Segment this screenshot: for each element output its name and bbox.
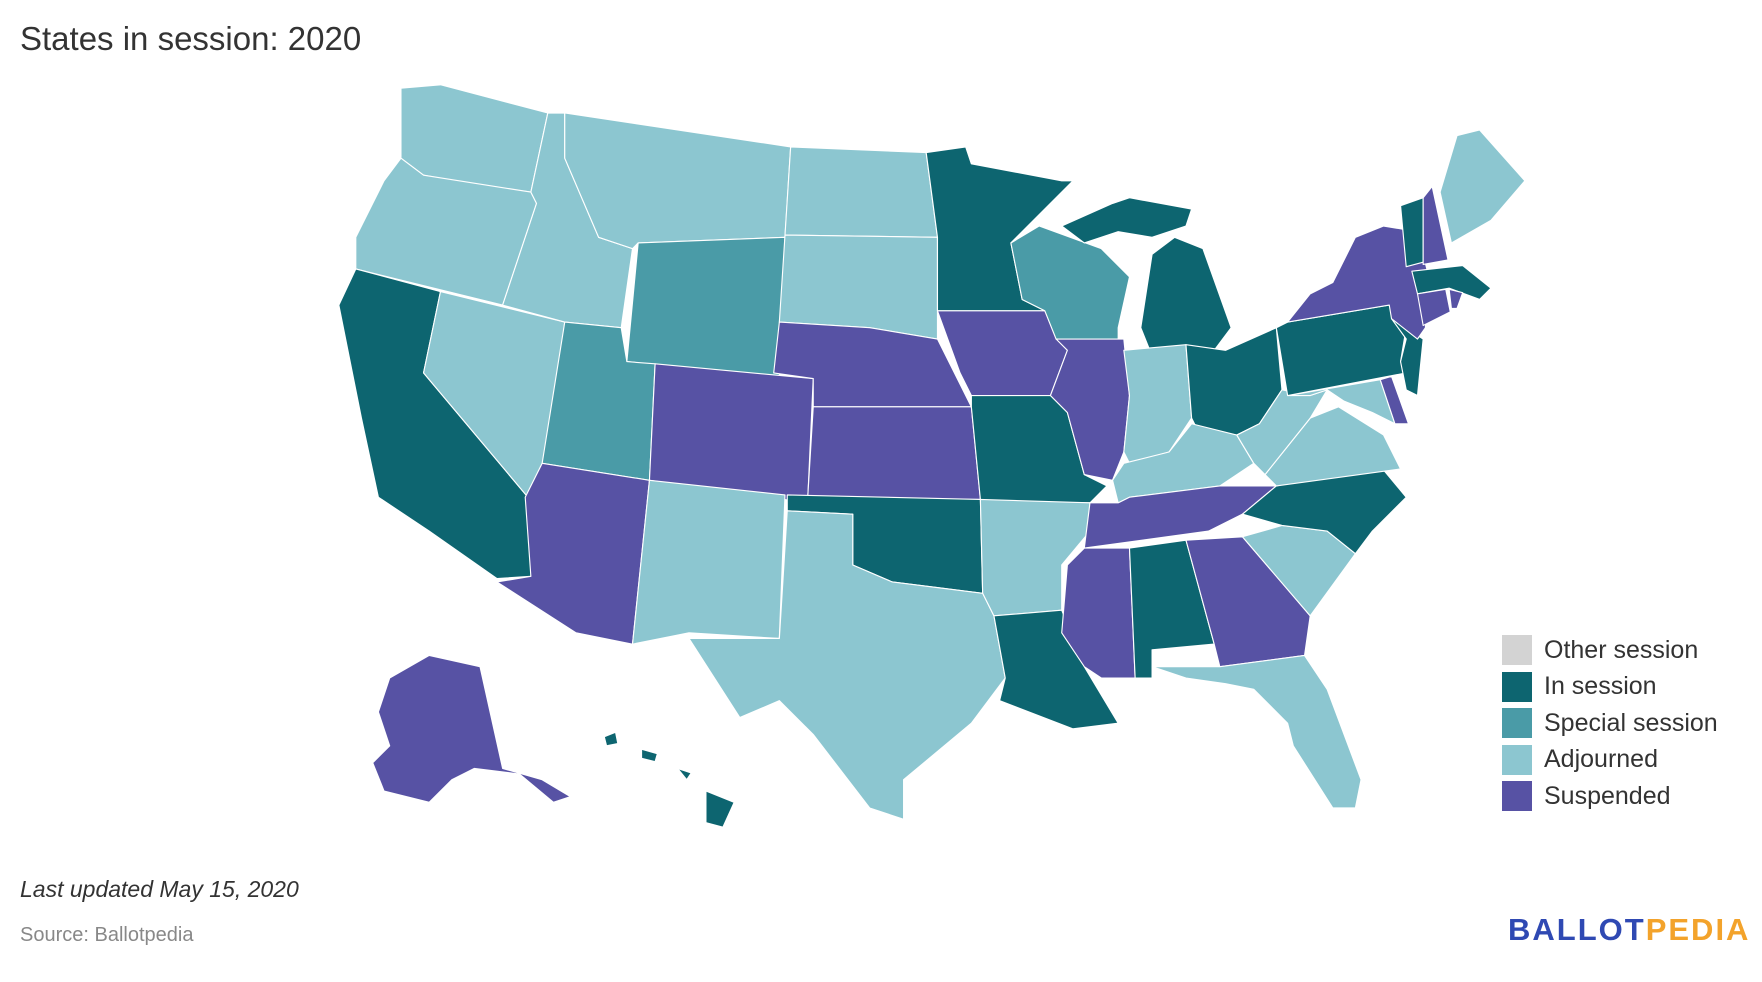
map-title: States in session: 2020	[20, 20, 362, 57]
legend-swatch	[1502, 635, 1532, 666]
legend-item-other: Other session	[1502, 632, 1718, 669]
state-de[interactable]	[1379, 375, 1410, 425]
legend-label: In session	[1544, 672, 1657, 701]
state-wy[interactable]	[626, 236, 786, 380]
legend-label: Special session	[1544, 708, 1718, 737]
legend-label: Suspended	[1544, 781, 1671, 810]
state-nm[interactable]	[631, 479, 786, 645]
legend-item-suspended: Suspended	[1502, 778, 1718, 815]
legend-item-special-session: Special session	[1502, 705, 1718, 742]
last-updated-note: Last updated May 15, 2020	[20, 876, 299, 902]
legend-swatch	[1502, 744, 1532, 775]
state-tx[interactable]	[688, 510, 1006, 820]
state-wi[interactable]	[1010, 225, 1131, 340]
legend-label: Adjourned	[1544, 745, 1658, 774]
state-ct[interactable]	[1416, 288, 1451, 327]
legend-label: Other session	[1544, 635, 1699, 664]
state-nh[interactable]	[1422, 185, 1449, 265]
state-hi[interactable]	[603, 731, 735, 828]
state-nc[interactable]	[1241, 462, 1407, 555]
state-co[interactable]	[648, 363, 814, 504]
legend-swatch	[1502, 671, 1532, 702]
state-me[interactable]	[1439, 129, 1526, 244]
state-ak[interactable]	[372, 654, 571, 803]
legend-item-in-session: In session	[1502, 669, 1718, 706]
state-fl[interactable]	[1151, 654, 1362, 809]
logo-part-pedia: PEDIA	[1645, 912, 1751, 947]
ballotpedia-logo[interactable]: BALLOTPEDIA	[1508, 912, 1750, 948]
state-mi[interactable]	[1061, 197, 1232, 357]
state-ri[interactable]	[1448, 288, 1464, 310]
legend: Other session In session Special session…	[1502, 632, 1718, 815]
legend-swatch	[1502, 708, 1532, 739]
state-ks[interactable]	[807, 406, 981, 501]
source-note: Source: Ballotpedia	[20, 924, 194, 946]
state-mt[interactable]	[564, 112, 792, 250]
logo-part-ballot: BALLOT	[1508, 912, 1646, 947]
legend-item-adjourned: Adjourned	[1502, 742, 1718, 779]
state-nd[interactable]	[784, 146, 939, 238]
legend-swatch	[1502, 781, 1532, 812]
